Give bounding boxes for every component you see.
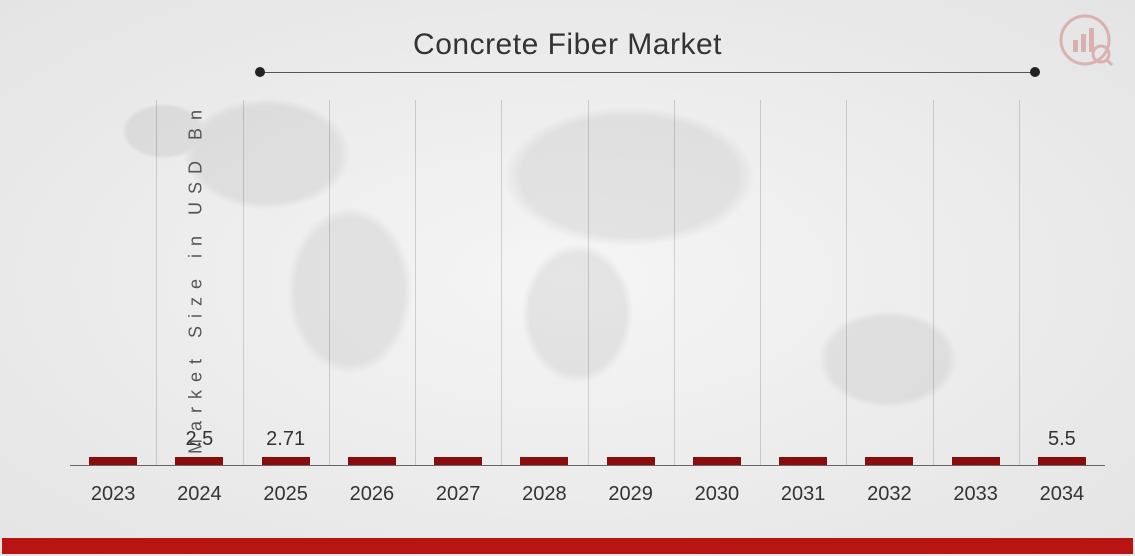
x-tick-label: 2033: [953, 483, 998, 506]
grid-line: [415, 100, 416, 465]
plot-region: 2.5 2.71 5.5: [70, 100, 1105, 466]
bar-cap: [89, 457, 137, 465]
chart-title-wrap: Concrete Fiber Market: [0, 28, 1135, 62]
bar-cap: [1038, 457, 1086, 465]
x-tick-label: 2032: [867, 483, 912, 506]
grid-line: [588, 100, 589, 465]
grid-line: [933, 100, 934, 465]
x-tick-label: 2034: [1040, 483, 1085, 506]
bar-value-label: 2.5: [175, 428, 223, 451]
bar-cap: [348, 457, 396, 465]
bar-cap: [952, 457, 1000, 465]
x-tick-label: 2023: [91, 483, 136, 506]
bar-cap: [262, 457, 310, 465]
x-axis-labels: 2023 2024 2025 2026 2027 2028 2029 2030 2031 2032…: [70, 476, 1105, 506]
grid-line: [501, 100, 502, 465]
bar-cap: [434, 457, 482, 465]
footer-accent-bar: [2, 538, 1133, 554]
x-tick-label: 2028: [522, 483, 567, 506]
x-tick-label: 2030: [695, 483, 740, 506]
grid-line: [1019, 100, 1020, 465]
grid-line: [760, 100, 761, 465]
x-tick-label: 2031: [781, 483, 826, 506]
chart-area: 2.52.715.5 20232024202520262027202820292…: [70, 100, 1105, 506]
x-tick-label: 2027: [436, 483, 481, 506]
grid-line: [846, 100, 847, 465]
x-tick-label: 2025: [263, 483, 308, 506]
bar-cap: [865, 457, 913, 465]
bar-cap: [520, 457, 568, 465]
title-underline: [260, 72, 1035, 73]
x-tick-label: 2026: [350, 483, 395, 506]
bar-value-label: 5.5: [1038, 428, 1086, 451]
bar-cap: [779, 457, 827, 465]
grid-line: [674, 100, 675, 465]
grid-line: [329, 100, 330, 465]
chart-title: Concrete Fiber Market: [0, 28, 1135, 62]
bar-cap: [607, 457, 655, 465]
bar-cap: [175, 457, 223, 465]
grid-line: [156, 100, 157, 465]
bar-value-label: 2.71: [262, 428, 310, 451]
bar-cap: [693, 457, 741, 465]
x-tick-label: 2029: [608, 483, 653, 506]
x-tick-label: 2024: [177, 483, 222, 506]
grid-line: [243, 100, 244, 465]
